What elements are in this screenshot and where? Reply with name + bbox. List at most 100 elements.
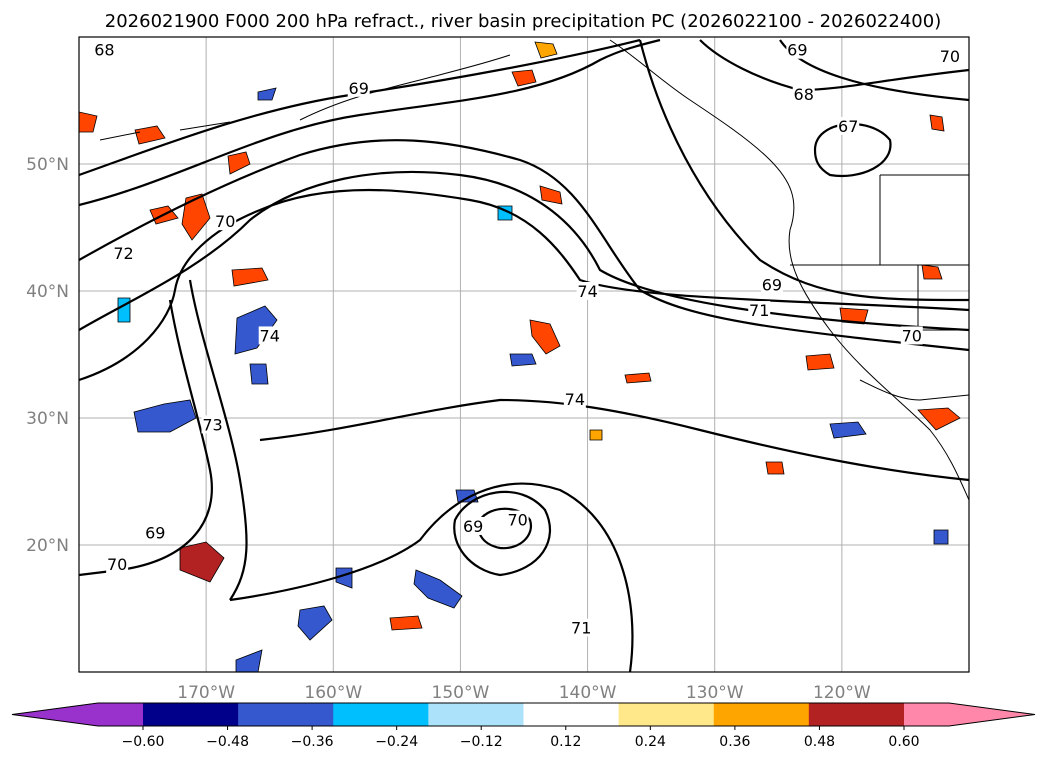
contour-label: 70: [507, 511, 527, 530]
pc-negative-region: [257, 87, 277, 101]
contour-label: 70: [902, 326, 922, 345]
colorbar-segment: [333, 703, 429, 726]
pc-positive-region: [79, 111, 98, 133]
colorbar-tick-label: −0.48: [206, 734, 249, 750]
coastline: [99, 121, 231, 141]
y-tick-label: 50°N: [26, 155, 69, 175]
coastline: [609, 39, 969, 501]
pc-positive-region: [231, 267, 269, 287]
colorbar-tick-label: 0.12: [550, 734, 581, 750]
colorbar-tick-label: 0.36: [719, 734, 750, 750]
contour-label: 74: [565, 390, 585, 409]
contour-label-bg: [792, 85, 815, 104]
colorbar-tick-label: 0.48: [804, 734, 835, 750]
contour-label-bg: [900, 326, 923, 345]
x-tick-label: 150°W: [432, 683, 490, 703]
contour-label-bg: [760, 275, 783, 294]
x-tick-label: 140°W: [559, 683, 617, 703]
y-tick-label: 20°N: [26, 536, 69, 556]
contour-line: [477, 507, 533, 550]
contour-label-bg: [506, 510, 529, 529]
gridlines: [79, 37, 969, 672]
pc-positive-region: [765, 461, 785, 475]
colorbar-tick-label: −0.24: [375, 734, 418, 750]
contour-label: 71: [571, 619, 591, 638]
contour-label-bg: [748, 301, 771, 320]
coastlines: [99, 39, 969, 501]
pc-positive-region: [805, 353, 835, 371]
pc-negative-region: [133, 399, 197, 433]
contour-label: 71: [749, 301, 769, 320]
contour-line: [79, 170, 969, 332]
x-tick-label: 120°W: [813, 683, 871, 703]
pc-positive-region: [917, 407, 961, 431]
x-tick-label: 130°W: [686, 683, 744, 703]
pc-negative-region: [933, 529, 949, 545]
political-border: [790, 174, 969, 331]
y-tick-label: 40°N: [26, 282, 69, 302]
colorbar-segment: [808, 703, 904, 726]
pc-positive-region: [529, 319, 561, 355]
pc-negative-region: [235, 649, 263, 672]
contour-label-bg: [214, 212, 237, 231]
x-axis-ticks: 170°W 160°W 150°W 140°W 130°W 120°W: [177, 683, 871, 703]
contour-label: 74: [260, 326, 280, 345]
contour-label-bg: [106, 555, 129, 574]
contour-label: 70: [940, 47, 960, 66]
colorbar-extend-high: [904, 703, 1035, 726]
pc-negative-region: [249, 363, 269, 385]
colorbar-segment: [713, 703, 810, 726]
chart-title: 2026021900 F000 200 hPa refract., river …: [105, 11, 941, 32]
pc-positive-region: [179, 541, 225, 583]
x-tick-label: 170°W: [177, 683, 235, 703]
contour-label: 69: [787, 41, 807, 60]
contour-label: 73: [202, 415, 222, 434]
pc-positive-region: [534, 41, 558, 59]
contour-label-bg: [347, 78, 370, 97]
contour-label-bg: [576, 282, 599, 300]
colorbar-tick-label: 0.24: [635, 734, 666, 750]
colorbar-tick-label: −0.12: [460, 734, 503, 750]
contour-label: 69: [349, 79, 369, 98]
political-border: [859, 379, 969, 401]
pc-positive-region: [389, 615, 423, 631]
colorbar-segment: [618, 703, 715, 726]
contour-label-bg: [258, 326, 281, 345]
contour-label-bg: [93, 40, 116, 59]
pc-positive-region: [929, 114, 945, 132]
contour-label-bg: [837, 116, 860, 135]
contour-label-bg: [938, 47, 961, 66]
colorbar: −0.60 −0.48 −0.36 −0.24 −0.12 0.12 0.24 0.36 0.4…: [11, 702, 1036, 750]
contour-label: 70: [215, 212, 235, 231]
contour-label-bg: [570, 618, 593, 637]
pc-positive-region: [181, 193, 211, 241]
contour-label-bg: [112, 243, 135, 262]
contour-label-bg: [786, 40, 809, 59]
refractivity-contours: [79, 38, 969, 672]
pc-positive-region: [624, 372, 652, 384]
colorbar-segment: [428, 703, 524, 726]
pc-negative-region: [413, 569, 463, 609]
colorbar-tick-label: −0.60: [122, 734, 165, 750]
contour-label-bg: [201, 415, 224, 434]
pc-negative-region: [297, 605, 333, 641]
precip-pc-shading: [79, 41, 961, 672]
pc-positive-region: [227, 151, 251, 175]
colorbar-tick-label: 0.60: [888, 734, 919, 750]
colorbar-extend-low: [12, 703, 143, 726]
pc-negative-region: [455, 489, 479, 503]
contour-line: [259, 398, 969, 482]
pc-negative-region: [509, 353, 537, 367]
pc-negative-region: [117, 297, 131, 323]
contour-line: [453, 490, 551, 577]
contour-line: [638, 39, 969, 302]
contour-label: 70: [107, 555, 127, 574]
pc-positive-region: [134, 125, 166, 145]
x-tick-label: 160°W: [304, 683, 362, 703]
map-area: 68 69 69 68 67 70 70 72 74 74 74 69 71 70 73 69 70 69 70 71: [79, 37, 969, 672]
contour-line: [79, 188, 969, 382]
contour-label: 69: [145, 523, 165, 542]
contour-label: 69: [762, 276, 782, 295]
colorbar-segment: [523, 703, 620, 726]
